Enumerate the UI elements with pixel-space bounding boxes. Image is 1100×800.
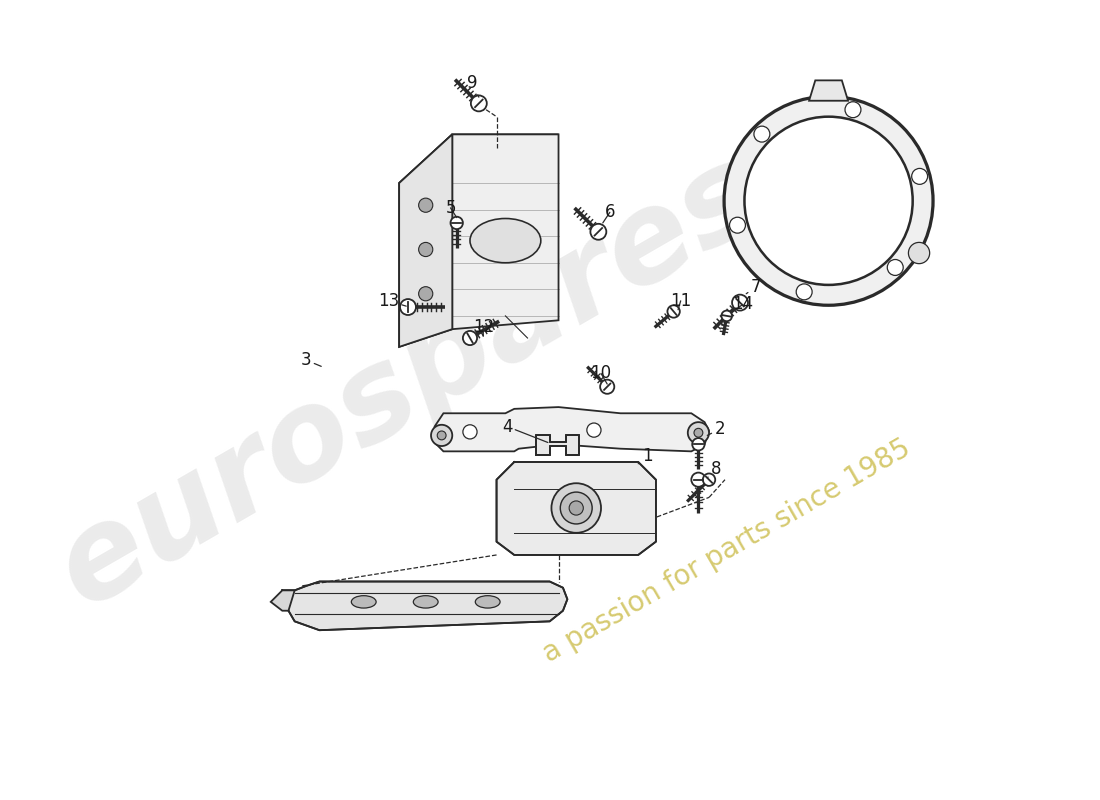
Text: 3: 3 [301,351,321,369]
Text: 8: 8 [707,460,722,478]
Polygon shape [452,134,559,329]
Circle shape [591,224,606,240]
Polygon shape [271,590,295,610]
Ellipse shape [470,218,541,262]
Ellipse shape [475,596,500,608]
Circle shape [729,218,746,233]
Circle shape [400,299,416,315]
Text: 1: 1 [638,446,652,465]
Circle shape [694,428,703,437]
Ellipse shape [351,596,376,608]
Polygon shape [399,134,452,347]
Polygon shape [399,134,559,183]
Text: 13: 13 [378,292,406,310]
Circle shape [722,310,733,321]
Circle shape [888,259,903,275]
Circle shape [733,294,748,310]
Circle shape [745,117,913,285]
Text: 9: 9 [468,74,478,97]
Polygon shape [496,462,656,555]
Circle shape [471,95,487,111]
Circle shape [845,102,861,118]
Circle shape [724,96,933,306]
Circle shape [909,242,929,264]
Text: 6: 6 [603,203,615,223]
Circle shape [668,306,680,318]
Circle shape [691,473,705,486]
Polygon shape [810,80,848,101]
Polygon shape [434,407,710,451]
Circle shape [587,423,601,437]
Circle shape [601,380,614,394]
Circle shape [419,198,432,212]
Text: eurospares: eurospares [35,132,780,632]
Circle shape [551,483,601,533]
Text: 12: 12 [473,318,494,336]
Text: 14: 14 [732,295,754,314]
Text: 11: 11 [670,292,691,310]
Polygon shape [283,582,568,630]
Circle shape [463,425,477,439]
Circle shape [431,425,452,446]
Circle shape [754,126,770,142]
Circle shape [451,217,463,229]
Text: a passion for parts since 1985: a passion for parts since 1985 [538,434,915,667]
Polygon shape [537,435,579,455]
Circle shape [688,422,710,443]
Text: 7: 7 [746,278,761,296]
Circle shape [703,474,715,486]
Circle shape [419,286,432,301]
Circle shape [912,169,927,184]
Circle shape [569,501,583,515]
Circle shape [796,284,812,300]
Circle shape [463,331,477,345]
Text: 2: 2 [707,420,725,438]
Ellipse shape [414,596,438,608]
Text: 4: 4 [502,418,548,442]
Circle shape [419,242,432,257]
Text: 10: 10 [591,365,612,384]
Text: 5: 5 [446,199,456,218]
Circle shape [560,492,592,524]
Polygon shape [399,134,452,347]
Circle shape [692,438,705,450]
Circle shape [437,431,447,440]
